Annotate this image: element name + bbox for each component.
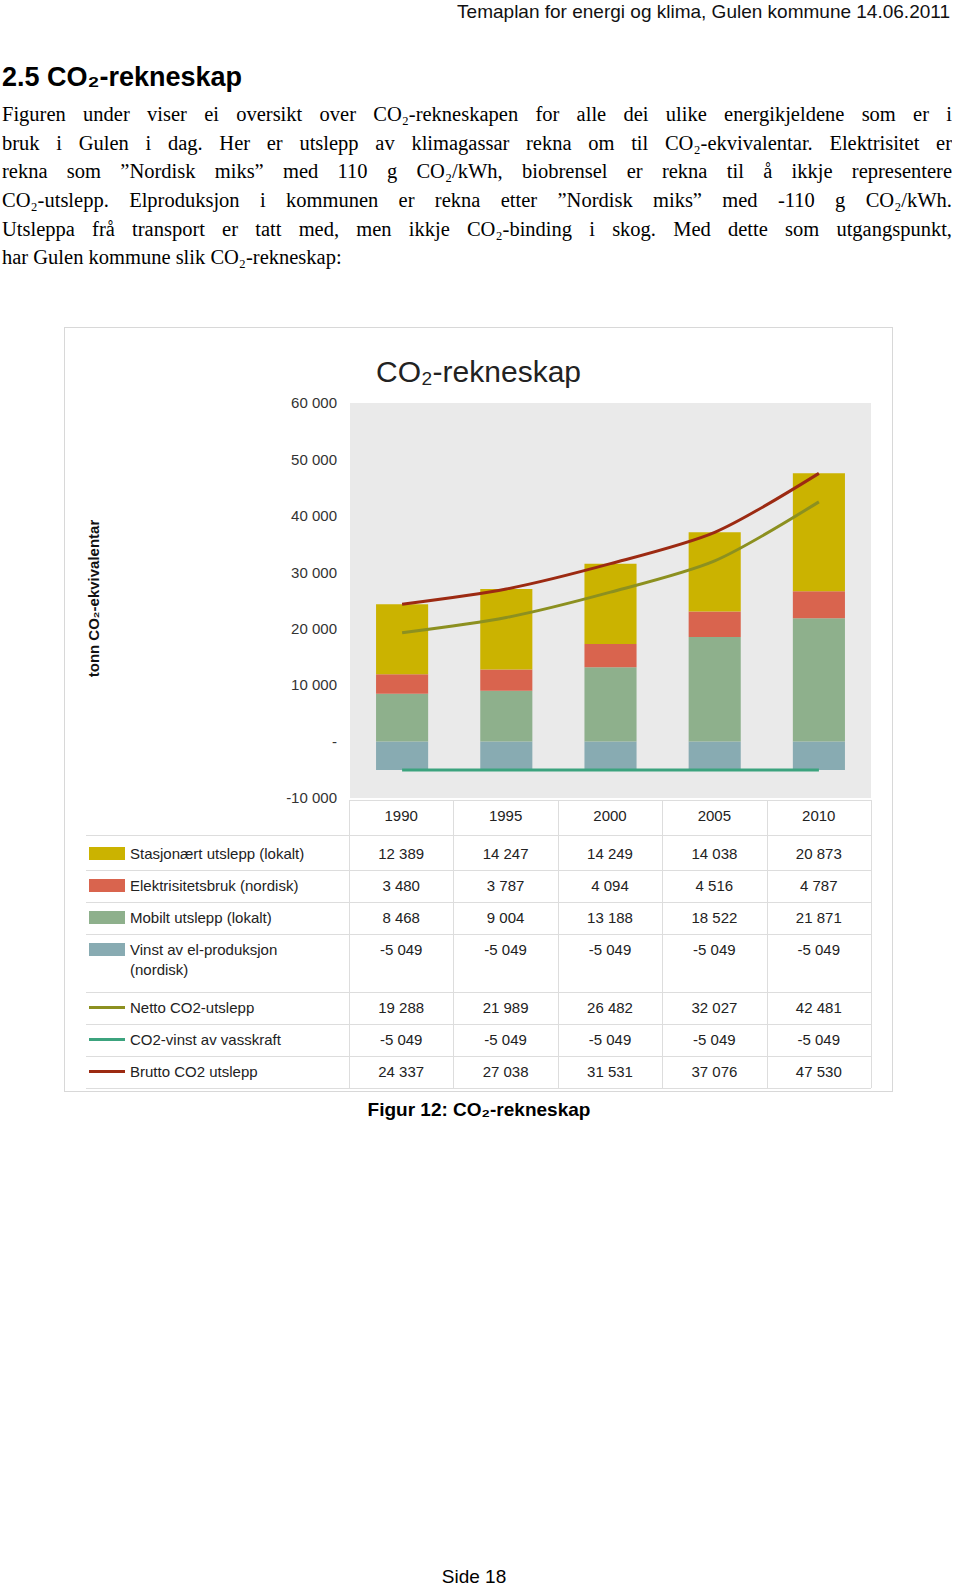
html-text:4 094: 4 094: [591, 877, 629, 894]
svg-text:tonn CO₂-ekvivalentar: tonn CO₂-ekvivalentar: [85, 520, 102, 678]
html-text:-5 049: -5 049: [379, 1031, 423, 1048]
html-text:-5 049: -5 049: [693, 941, 736, 958]
svg-text:CO₂-rekneskap: CO₂-rekneskap: [376, 355, 581, 388]
svg-text:20 000: 20 000: [291, 620, 337, 637]
svg-text:10 000: 10 000: [291, 676, 337, 693]
html-text:24 337: 24 337: [378, 1063, 425, 1080]
html-text:-5 049: -5 049: [797, 1031, 841, 1048]
html-text:2005: 2005: [697, 807, 732, 824]
html-text:Side 18: Side 18: [441, 1566, 507, 1587]
html-text:13 188: 13 188: [587, 909, 633, 926]
html-text:14 038: 14 038: [691, 845, 738, 862]
html-text:Vinst av el-produksjon (nordis: Vinst av el-produksjon (nordisk): [130, 941, 278, 978]
html-text:-5 049: -5 049: [797, 941, 841, 958]
html-text:9 004: 9 004: [486, 909, 525, 926]
svg-text:30 000: 30 000: [291, 564, 337, 581]
html-text:21 871: 21 871: [795, 909, 842, 926]
html-text:Stasjonært utslepp (lokalt): Stasjonært utslepp (lokalt): [130, 845, 305, 862]
html-text:Elektrisitetsbruk (nordisk): Elektrisitetsbruk (nordisk): [130, 877, 299, 894]
html-text:rekna som ”Nordisk miks” med 1: rekna som ”Nordisk miks” med 110 g CO₂/k…: [2, 160, 952, 183]
html-text:32 027: 32 027: [691, 999, 738, 1016]
html-text:3 787: 3 787: [486, 877, 525, 894]
html-text:bruk i Gulen i dag. Her er uts: bruk i Gulen i dag. Her er utslepp av kl…: [2, 131, 952, 154]
html-text:-5 049: -5 049: [693, 1031, 736, 1048]
html-text:Utsleppa frå transport er tatt: Utsleppa frå transport er tatt med, men …: [2, 217, 952, 240]
html-text:-5 049: -5 049: [484, 941, 527, 958]
html-text:4 787: 4 787: [800, 877, 838, 894]
html-text:-5 049: -5 049: [588, 941, 632, 958]
html-text:14 247: 14 247: [482, 845, 529, 862]
html-text:-5 049: -5 049: [484, 1031, 527, 1048]
html-text:-5 049: -5 049: [588, 1031, 632, 1048]
html-text:20 873: 20 873: [795, 845, 842, 862]
html-text:1995: 1995: [488, 807, 523, 824]
html-text:8 468: 8 468: [382, 909, 420, 926]
html-text:42 481: 42 481: [795, 999, 842, 1016]
html-text:27 038: 27 038: [482, 1063, 529, 1080]
svg-text:60 000: 60 000: [291, 394, 337, 411]
html-text:19 288: 19 288: [378, 999, 425, 1016]
html-text:-5 049: -5 049: [379, 941, 423, 958]
html-text:2000: 2000: [593, 807, 627, 824]
html-text:31 531: 31 531: [587, 1063, 633, 1080]
html-text:2.5 CO₂-rekneskap: 2.5 CO₂-rekneskap: [2, 62, 243, 92]
html-text:Brutto CO2 utslepp: Brutto CO2 utslepp: [130, 1063, 258, 1080]
html-text:21 989: 21 989: [482, 999, 529, 1016]
html-text:CO₂-utslepp. Elproduksjon i ko: CO₂-utslepp. Elproduksjon i kommunen er …: [2, 189, 952, 212]
html-text:Figur 12: CO₂-rekneskap: Figur 12: CO₂-rekneskap: [367, 1099, 591, 1120]
html-text:47 530: 47 530: [795, 1063, 842, 1080]
html-text:3 480: 3 480: [382, 877, 420, 894]
html-text:2010: 2010: [802, 807, 836, 824]
svg-text:-10 000: -10 000: [286, 789, 337, 806]
html-text:12 389: 12 389: [378, 845, 425, 862]
html-text:1990: 1990: [384, 807, 418, 824]
html-text:14 249: 14 249: [587, 845, 633, 862]
html-text:26 482: 26 482: [587, 999, 633, 1016]
svg-text:-: -: [332, 733, 337, 750]
html-text:Mobilt utslepp (lokalt): Mobilt utslepp (lokalt): [130, 909, 272, 926]
html-text:Figuren under viser ei oversik: Figuren under viser ei oversikt over CO₂…: [2, 103, 952, 125]
html-text:CO2-vinst av vasskraft: CO2-vinst av vasskraft: [130, 1031, 281, 1048]
html-text:Temaplan for energi og klima,: Temaplan for energi og klima, Gulen komm…: [457, 1, 950, 22]
html-text:Netto CO2-utslepp: Netto CO2-utslepp: [130, 999, 255, 1016]
html-text:har Gulen kommune slik CO₂-rek: har Gulen kommune slik CO₂-rekneskap:: [2, 246, 342, 269]
svg-text:40 000: 40 000: [291, 507, 337, 524]
html-text:37 076: 37 076: [691, 1063, 738, 1080]
svg-text:50 000: 50 000: [291, 451, 337, 468]
html-text:18 522: 18 522: [691, 909, 738, 926]
html-text:4 516: 4 516: [695, 877, 734, 894]
